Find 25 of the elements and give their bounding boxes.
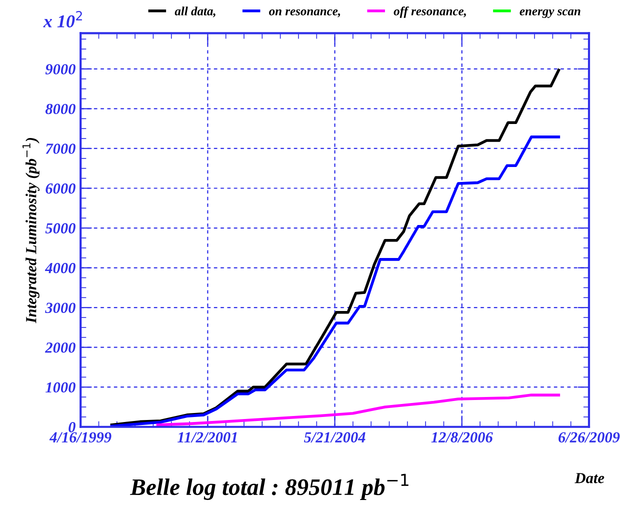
text: Belle log total : 895011 pb$^{−1}$ xyxy=(130,474,408,500)
y-axis-title: Integrated Luminosity (pb$^{−1}$) xyxy=(22,138,40,324)
x-tick-label: 4/16/1999 xyxy=(49,432,112,442)
y-tick-label: 0 xyxy=(68,422,76,432)
legend-label: off resonance, xyxy=(394,6,466,18)
x-tick-label: 11/2/2001 xyxy=(178,432,237,442)
legend-label: energy scan xyxy=(520,9,580,18)
y-tick-label: 3000 xyxy=(45,302,76,314)
y-tick-label: 7000 xyxy=(46,144,76,154)
y-tick-label: 1000 xyxy=(46,382,76,393)
x-tick-label: 5/21/2004 xyxy=(304,432,366,442)
x-tick-label: 6/26/2009 xyxy=(558,432,620,442)
y-tick-label: 4000 xyxy=(44,262,76,274)
y-tick-label: 6000 xyxy=(46,183,76,194)
line-series xyxy=(156,394,560,426)
x-tick-label: 12/8/2006 xyxy=(431,432,493,442)
legend-label: all data, xyxy=(174,6,216,18)
legend-label: on resonance, xyxy=(269,9,340,18)
y-tick-label: 9000 xyxy=(45,64,76,74)
y-tick-label: 8000 xyxy=(45,104,76,114)
text: x 10$^{2}$ xyxy=(43,10,82,28)
x-axis-title: Date xyxy=(574,473,604,484)
y-tick-label: 2000 xyxy=(44,342,76,353)
line-series xyxy=(110,136,560,427)
y-tick-label: 5000 xyxy=(45,223,76,234)
